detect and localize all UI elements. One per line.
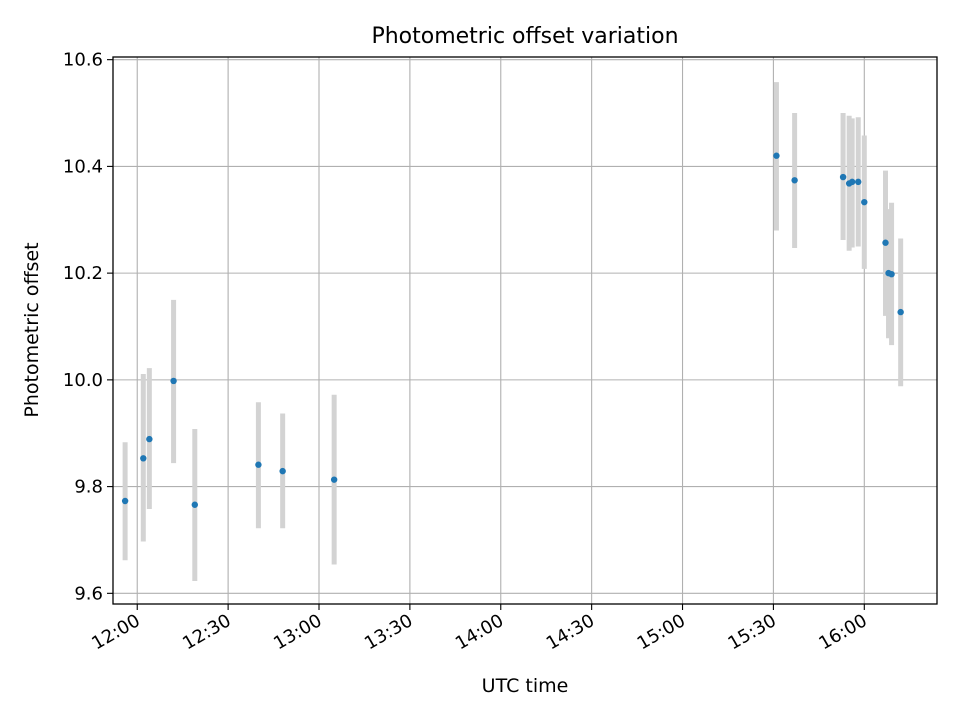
data-points: [121, 152, 904, 508]
data-point: [140, 455, 147, 462]
data-point: [855, 178, 862, 186]
data-point: [888, 270, 895, 278]
data-point: [279, 467, 286, 475]
data-point: [330, 476, 338, 483]
grid-lines: [113, 57, 937, 604]
y-tick-label: 10.4: [63, 156, 103, 177]
data-point: [191, 501, 198, 508]
data-point: [848, 178, 856, 186]
data-point: [121, 497, 129, 505]
y-tick-label: 10.0: [63, 370, 103, 391]
data-point: [839, 173, 847, 181]
data-point: [897, 308, 904, 316]
data-point: [255, 461, 262, 468]
chart-title: Photometric offset variation: [371, 24, 678, 49]
data-point: [773, 152, 780, 159]
y-axis-label: Photometric offset: [21, 242, 43, 417]
data-point: [170, 377, 177, 385]
y-tick-label: 9.8: [74, 477, 103, 498]
data-point: [861, 198, 868, 206]
y-tick-label: 9.6: [74, 583, 103, 604]
data-point: [882, 239, 889, 246]
y-tick-label: 10.2: [63, 263, 103, 284]
plot-area-frame: [112, 56, 938, 605]
x-axis-label: UTC time: [482, 675, 569, 697]
data-point: [146, 435, 153, 443]
y-tick-label: 10.6: [63, 50, 103, 71]
data-point: [791, 177, 798, 184]
y-axis-ticks: 9.6 9.8 10.0 10.2 10.4 10.6: [63, 50, 113, 604]
